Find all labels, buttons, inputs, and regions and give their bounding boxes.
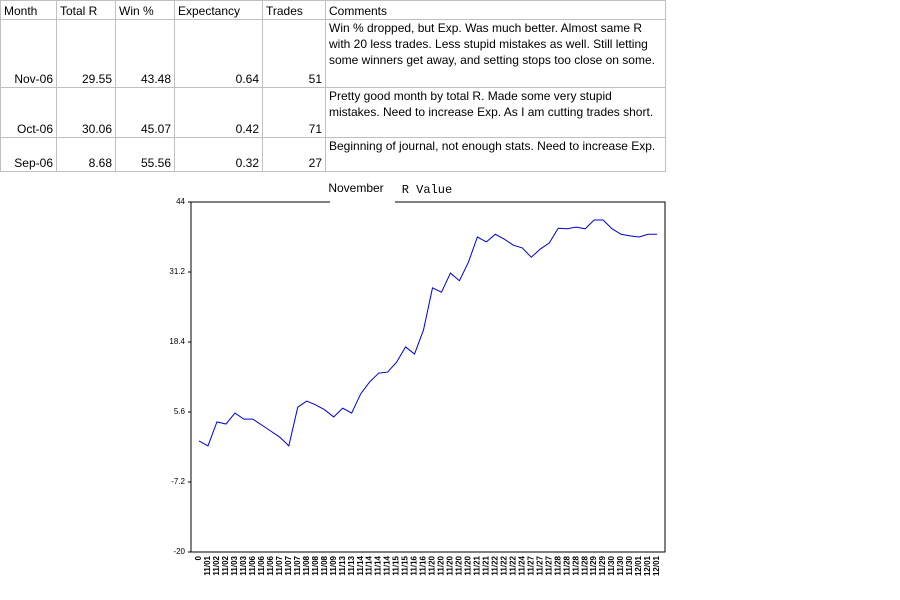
x-tick-label: 12/01: [652, 555, 661, 576]
x-tick-label: 11/14: [374, 555, 383, 575]
x-tick-label: 11/08: [302, 555, 311, 575]
x-tick-label: 11/15: [401, 555, 410, 575]
legend-box: [330, 180, 395, 206]
x-tick-label: 11/20: [437, 555, 446, 575]
x-tick-label: 11/20: [455, 555, 464, 575]
x-tick-label: 11/06: [257, 555, 266, 575]
cell: 55.56: [115, 137, 175, 172]
row: Oct-06 30.06 45.07 0.42 71 Pretty good m…: [0, 87, 666, 138]
x-tick-label: 12/01: [634, 555, 643, 576]
x-tick-label: 11/03: [230, 555, 239, 575]
spreadsheet: Month Total R Win % Expectancy Trades Co…: [0, 0, 666, 172]
x-tick-label: 11/20: [464, 555, 473, 575]
y-tick-label: 31.2: [169, 267, 185, 276]
x-tick-label: 11/29: [589, 555, 598, 575]
plot-frame: [190, 201, 666, 553]
x-tick-label: 11/09: [329, 555, 338, 575]
cell: 0.42: [174, 87, 263, 138]
x-tick-label: 11/20: [446, 555, 455, 575]
x-tick-label: 11/27: [544, 555, 553, 575]
x-tick-label: 11/14: [383, 555, 392, 575]
x-tick-label: 11/02: [212, 555, 221, 575]
x-tick-label: 11/30: [625, 555, 634, 575]
x-tick-label: 12/01: [643, 555, 652, 576]
cell: 8.68: [56, 137, 116, 172]
comment-cell: Pretty good month by total R. Made some …: [325, 87, 666, 138]
x-tick-label: 11/21: [473, 555, 482, 575]
chart-title: R Value: [402, 183, 452, 197]
x-tick-label: 11/28: [580, 555, 589, 575]
x-tick-label: 0: [194, 555, 203, 560]
x-tick-label: 11/14: [356, 555, 365, 575]
x-tick-label: 11/08: [311, 555, 320, 575]
x-tick-label: 11/02: [221, 555, 230, 575]
cell: 30.06: [56, 87, 116, 138]
x-tick-label: 11/24: [517, 555, 526, 575]
legend-entry: November: [328, 181, 383, 195]
cell: 45.07: [115, 87, 175, 138]
cell: 29.55: [56, 19, 116, 88]
row: Nov-06 29.55 43.48 0.64 51 Win % dropped…: [0, 19, 666, 88]
x-tick-label: 11/14: [365, 555, 374, 575]
y-tick-label: 44: [176, 197, 185, 206]
cell: 51: [262, 19, 326, 88]
line-series: [198, 219, 657, 447]
comment-cell: Win % dropped, but Exp. Was much better.…: [325, 19, 666, 88]
x-tick-label: 11/03: [239, 555, 248, 575]
x-tick-label: 11/07: [284, 555, 293, 575]
y-tick-label: -20: [173, 547, 185, 556]
x-tick-label: 11/07: [293, 555, 302, 575]
x-tick-label: 11/16: [419, 555, 428, 575]
x-tick-label: 11/30: [616, 555, 625, 575]
row: Sep-06 8.68 55.56 0.32 27 Beginning of j…: [0, 137, 666, 172]
cell: Sep-06: [0, 137, 57, 172]
comment-cell: Beginning of journal, not enough stats. …: [325, 137, 666, 172]
x-tick-label: 11/13: [338, 555, 347, 575]
x-tick-label: 11/28: [553, 555, 562, 575]
x-tick-label: 11/07: [275, 555, 284, 575]
x-tick-label: 11/28: [571, 555, 580, 575]
header-row: Month Total R Win % Expectancy Trades Co…: [0, 0, 666, 20]
y-tick-label: -7.2: [171, 477, 185, 486]
header-cell: Trades: [262, 0, 326, 20]
x-tick-label: 11/08: [320, 555, 329, 575]
x-tick-label: 11/22: [508, 555, 517, 575]
x-tick-label: 11/06: [248, 555, 257, 575]
x-tick-label: 11/16: [410, 555, 419, 575]
x-tick-label: 11/27: [535, 555, 544, 575]
y-tick-label: 18.4: [169, 337, 185, 346]
x-tick-label: 11/21: [481, 555, 490, 575]
y-tick-label: 5.6: [174, 407, 186, 416]
x-tick-label: 11/01: [203, 555, 212, 575]
x-tick-label: 11/22: [499, 555, 508, 575]
x-tick-label: 11/28: [562, 555, 571, 575]
x-tick-label: 11/13: [347, 555, 356, 575]
x-tick-label: 11/30: [607, 555, 616, 575]
x-tick-label: 11/15: [392, 555, 401, 575]
x-tick-label: 11/22: [490, 555, 499, 575]
x-tick-label: 11/29: [598, 555, 607, 575]
x-tick-label: 11/20: [428, 555, 437, 575]
x-tick-label: 11/27: [526, 555, 535, 575]
cell: 27: [262, 137, 326, 172]
x-tick-label: 11/06: [266, 555, 275, 575]
